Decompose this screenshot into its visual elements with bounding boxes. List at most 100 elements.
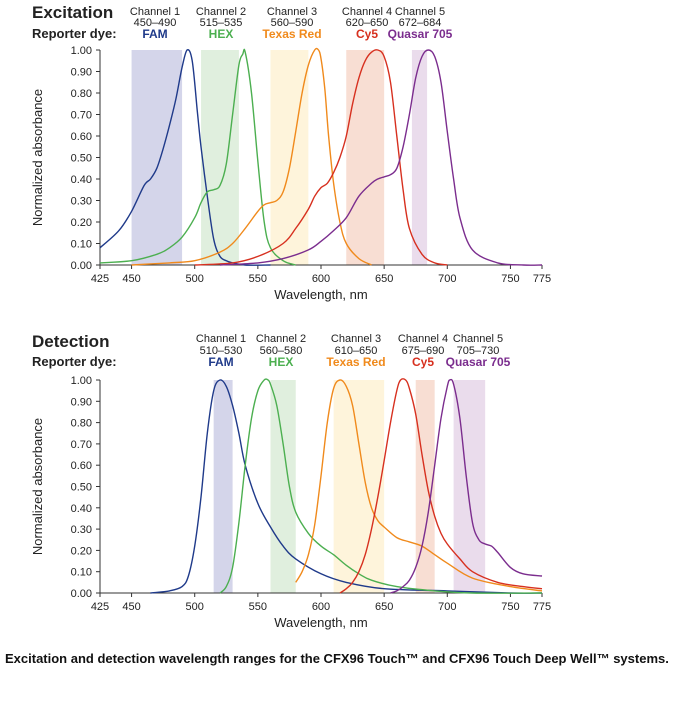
chart-panel-detection: Detection Reporter dye: Channel 1510–530FA… bbox=[30, 332, 551, 630]
y-tick-label: 0.40 bbox=[71, 174, 92, 186]
channel-name: Channel 1 bbox=[130, 6, 180, 18]
y-tick-label: 0.80 bbox=[71, 418, 92, 430]
x-tick-label: 500 bbox=[186, 601, 204, 613]
dye-name: HEX bbox=[209, 27, 234, 41]
x-tick-label: 650 bbox=[375, 273, 393, 285]
x-axis-title: Wavelength, nm bbox=[274, 287, 367, 302]
channel-band bbox=[411, 50, 428, 265]
series-line-cy5 bbox=[339, 378, 543, 594]
x-tick-label: 750 bbox=[501, 273, 519, 285]
chart-panel-excitation: Excitation Reporter dye: Channel 1450–490F… bbox=[30, 3, 551, 302]
channel-band bbox=[131, 50, 183, 265]
y-tick-label: 0.50 bbox=[71, 153, 92, 165]
dye-name: FAM bbox=[208, 355, 233, 369]
y-tick-label: 0.00 bbox=[71, 260, 92, 272]
dye-name: Texas Red bbox=[262, 27, 321, 41]
y-tick-label: 0.40 bbox=[71, 503, 92, 515]
reporter-dye-label: Reporter dye: bbox=[32, 26, 117, 41]
dye-name: Texas Red bbox=[326, 355, 385, 369]
channel-range: 510–530 bbox=[200, 345, 243, 357]
x-tick-label: 700 bbox=[438, 273, 456, 285]
series-line-texas-red bbox=[131, 47, 372, 266]
x-tick-label: 650 bbox=[375, 601, 393, 613]
channel-name: Channel 5 bbox=[453, 333, 503, 345]
y-tick-label: 1.00 bbox=[71, 375, 92, 387]
y-tick-label: 0.90 bbox=[71, 67, 92, 79]
channel-band bbox=[415, 380, 435, 593]
x-tick-label: 450 bbox=[122, 601, 140, 613]
dye-name: FAM bbox=[142, 27, 167, 41]
channel-band bbox=[213, 380, 233, 593]
channel-name: Channel 2 bbox=[256, 333, 306, 345]
channel-range: 515–535 bbox=[200, 17, 243, 29]
x-tick-label: 500 bbox=[186, 273, 204, 285]
channel-band bbox=[201, 50, 239, 265]
channel-band bbox=[270, 380, 296, 593]
dye-name: Cy5 bbox=[412, 355, 434, 369]
channel-name: Channel 2 bbox=[196, 6, 246, 18]
y-tick-label: 0.60 bbox=[71, 460, 92, 472]
channel-band bbox=[270, 50, 309, 265]
y-tick-label: 1.00 bbox=[71, 45, 92, 57]
y-tick-label: 0.30 bbox=[71, 524, 92, 536]
y-tick-label: 0.20 bbox=[71, 545, 92, 557]
x-tick-label: 750 bbox=[501, 601, 519, 613]
channel-name: Channel 4 bbox=[398, 333, 448, 345]
series-line-hex bbox=[99, 48, 296, 266]
y-tick-label: 0.80 bbox=[71, 88, 92, 100]
y-tick-label: 0.70 bbox=[71, 439, 92, 451]
y-tick-label: 0.30 bbox=[71, 196, 92, 208]
dye-name: HEX bbox=[269, 355, 294, 369]
series-line-cy5 bbox=[194, 49, 448, 266]
y-tick-label: 0.60 bbox=[71, 131, 92, 143]
channel-name: Channel 3 bbox=[267, 6, 317, 18]
y-axis-title: Normalized absorbance bbox=[30, 418, 45, 555]
x-tick-label: 550 bbox=[249, 273, 267, 285]
channel-range: 450–490 bbox=[134, 17, 177, 29]
dye-name: Cy5 bbox=[356, 27, 378, 41]
series-line-texas-red bbox=[295, 379, 543, 592]
y-tick-label: 0.10 bbox=[71, 239, 92, 251]
y-axis-title: Normalized absorbance bbox=[30, 89, 45, 226]
dye-name: Quasar 705 bbox=[388, 27, 453, 41]
x-axis-title: Wavelength, nm bbox=[274, 615, 367, 630]
channel-range: 672–684 bbox=[399, 17, 442, 29]
y-tick-label: 0.70 bbox=[71, 110, 92, 122]
x-tick-label: 775 bbox=[533, 601, 551, 613]
x-tick-label: 425 bbox=[91, 601, 109, 613]
y-tick-label: 0.90 bbox=[71, 396, 92, 408]
channel-name: Channel 3 bbox=[331, 333, 381, 345]
channel-name: Channel 1 bbox=[196, 333, 246, 345]
y-tick-label: 0.10 bbox=[71, 567, 92, 579]
channel-range: 620–650 bbox=[346, 17, 389, 29]
reporter-dye-label: Reporter dye: bbox=[32, 354, 117, 369]
channel-range: 560–590 bbox=[271, 17, 314, 29]
x-tick-label: 700 bbox=[438, 601, 456, 613]
x-tick-label: 550 bbox=[249, 601, 267, 613]
channel-band bbox=[333, 380, 385, 593]
channel-range: 705–730 bbox=[457, 345, 500, 357]
chart-title: Detection bbox=[32, 332, 109, 351]
x-tick-label: 450 bbox=[122, 273, 140, 285]
series-line-fam bbox=[150, 379, 543, 594]
x-tick-label: 775 bbox=[533, 273, 551, 285]
channel-band bbox=[346, 50, 385, 265]
y-tick-label: 0.50 bbox=[71, 482, 92, 494]
channel-name: Channel 4 bbox=[342, 6, 392, 18]
x-tick-label: 600 bbox=[312, 273, 330, 285]
y-tick-label: 0.00 bbox=[71, 588, 92, 600]
channel-range: 560–580 bbox=[260, 345, 303, 357]
series-line-fam bbox=[99, 49, 271, 266]
series-line-quasar-705 bbox=[390, 378, 543, 594]
series-line-hex bbox=[219, 378, 543, 594]
channel-range: 675–690 bbox=[402, 345, 445, 357]
series-line-quasar-705 bbox=[219, 49, 543, 266]
x-tick-label: 425 bbox=[91, 273, 109, 285]
y-tick-label: 0.20 bbox=[71, 217, 92, 229]
dye-name: Quasar 705 bbox=[446, 355, 511, 369]
figure-caption: Excitation and detection wavelength rang… bbox=[5, 651, 669, 666]
x-tick-label: 600 bbox=[312, 601, 330, 613]
chart-title: Excitation bbox=[32, 3, 113, 22]
channel-range: 610–650 bbox=[335, 345, 378, 357]
